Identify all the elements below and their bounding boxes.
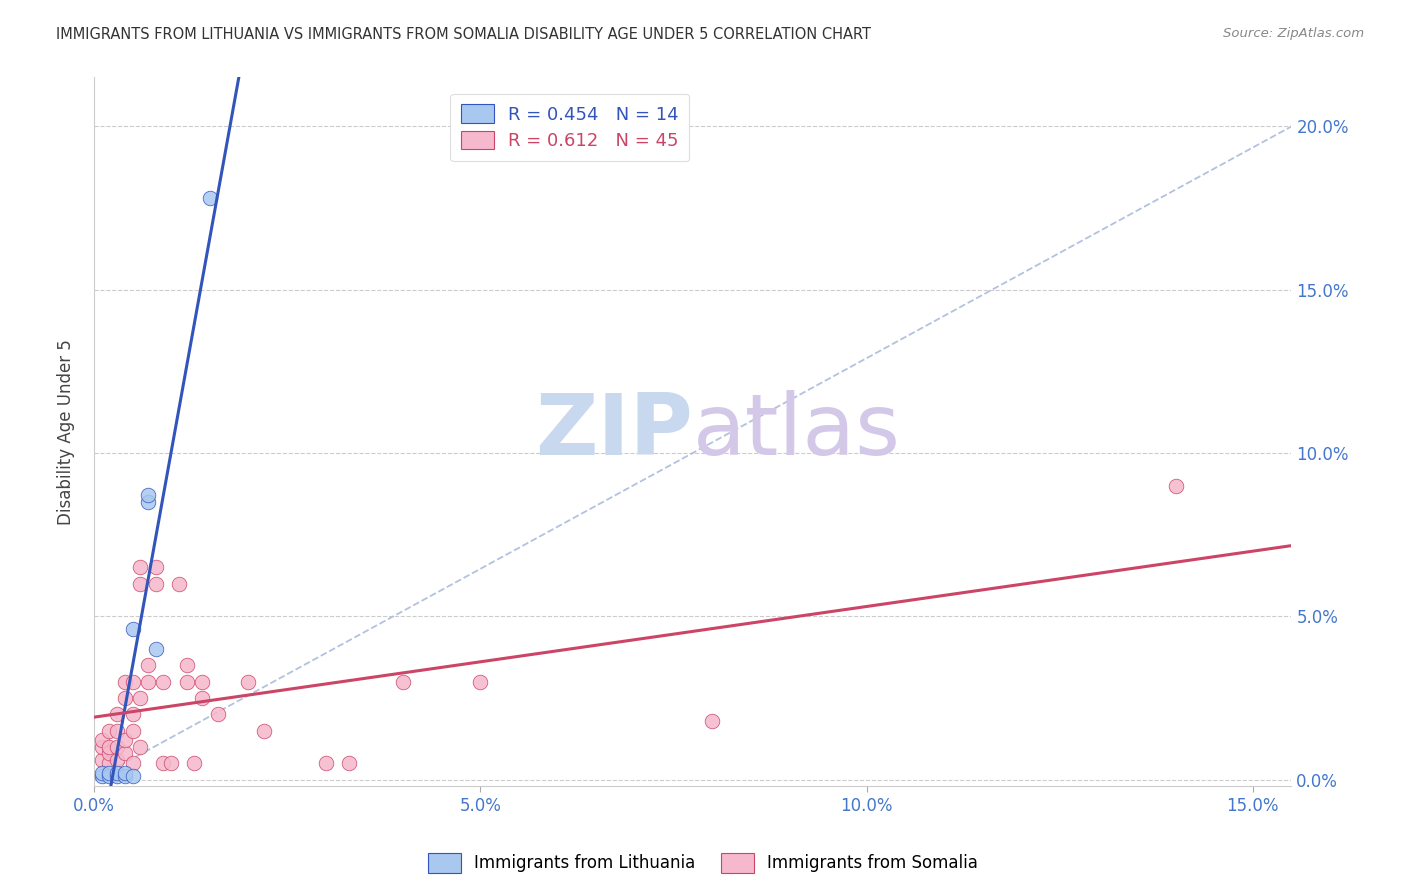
Point [136, 488, 159, 502]
Point [1164, 478, 1187, 492]
Point [198, 191, 221, 205]
Text: ZIP: ZIP [534, 391, 693, 474]
Point [337, 756, 360, 771]
Point [145, 560, 167, 574]
Point [98, 747, 121, 761]
Point [98, 769, 121, 783]
Point [121, 756, 143, 771]
Point [98, 766, 121, 780]
Point [152, 756, 174, 771]
Point [114, 674, 136, 689]
Point [121, 707, 143, 722]
Point [105, 769, 128, 783]
Point [121, 723, 143, 738]
Text: IMMIGRANTS FROM LITHUANIA VS IMMIGRANTS FROM SOMALIA DISABILITY AGE UNDER 5 CORR: IMMIGRANTS FROM LITHUANIA VS IMMIGRANTS … [56, 27, 872, 42]
Point [152, 674, 174, 689]
Point [90, 769, 112, 783]
Point [98, 739, 121, 754]
Point [105, 723, 128, 738]
Point [167, 576, 190, 591]
Point [207, 707, 229, 722]
Point [191, 690, 214, 705]
Point [98, 756, 121, 771]
Point [105, 753, 128, 767]
Point [114, 747, 136, 761]
Legend: Immigrants from Lithuania, Immigrants from Somalia: Immigrants from Lithuania, Immigrants fr… [422, 847, 984, 880]
Point [315, 756, 337, 771]
Point [90, 753, 112, 767]
Point [90, 733, 112, 747]
Point [160, 756, 183, 771]
Point [176, 658, 198, 673]
Point [238, 674, 260, 689]
Point [98, 723, 121, 738]
Point [90, 766, 112, 780]
Point [114, 766, 136, 780]
Point [129, 576, 152, 591]
Point [136, 674, 159, 689]
Point [105, 707, 128, 722]
Point [136, 658, 159, 673]
Point [253, 723, 276, 738]
Point [90, 739, 112, 754]
Point [392, 674, 415, 689]
Point [105, 739, 128, 754]
Point [114, 733, 136, 747]
Point [105, 766, 128, 780]
Point [470, 674, 492, 689]
Point [145, 642, 167, 657]
Point [114, 769, 136, 783]
Point [121, 769, 143, 783]
Point [136, 495, 159, 509]
Point [191, 674, 214, 689]
Point [145, 576, 167, 591]
Point [121, 623, 143, 637]
Point [129, 739, 152, 754]
Point [129, 690, 152, 705]
Point [183, 756, 205, 771]
Point [121, 674, 143, 689]
Text: Source: ZipAtlas.com: Source: ZipAtlas.com [1223, 27, 1364, 40]
Point [176, 674, 198, 689]
Y-axis label: Disability Age Under 5: Disability Age Under 5 [58, 339, 75, 524]
Point [129, 560, 152, 574]
Point [114, 690, 136, 705]
Point [700, 714, 723, 728]
Legend: R = 0.454   N = 14, R = 0.612   N = 45: R = 0.454 N = 14, R = 0.612 N = 45 [450, 94, 689, 161]
Text: atlas: atlas [693, 391, 901, 474]
